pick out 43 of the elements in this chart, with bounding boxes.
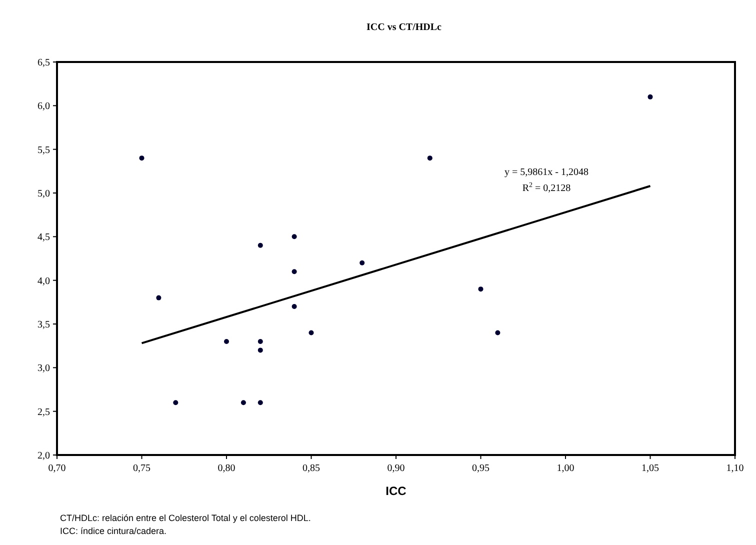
point	[292, 269, 297, 274]
text: CT/HDLc: relación entre el Colesterol Total y el colesterol HDL.	[60, 513, 311, 523]
point	[173, 400, 178, 406]
annotation: R$^{2}$ = 0,2128	[522, 181, 571, 194]
point	[308, 330, 314, 336]
chart-title: ICC vs CT/HDLc	[366, 22, 442, 33]
point	[224, 338, 229, 344]
point	[156, 295, 162, 300]
point	[258, 242, 263, 248]
point	[258, 348, 263, 353]
x-tick-label: 0,80	[218, 463, 236, 474]
x-tick-label: 0,95	[472, 463, 490, 474]
point	[427, 156, 432, 161]
point	[648, 94, 653, 100]
x-tick-label: 1,05	[642, 463, 659, 474]
y-tick-label: 4,0	[38, 276, 50, 287]
y-tick-label: 3,0	[38, 363, 50, 374]
x-tick-label: 1,00	[556, 463, 574, 474]
y-tick-label: 5,0	[38, 188, 50, 200]
point	[240, 400, 246, 406]
y-tick-label: 5,5	[38, 144, 50, 156]
x-tick-label: 1,10	[726, 463, 744, 474]
y-tick-label: 4,5	[38, 232, 50, 244]
x-tick-label: 0,90	[387, 463, 405, 474]
y-tick-label: 2,0	[38, 450, 50, 462]
y-tick-label: 3,5	[38, 320, 50, 330]
y-tick-label: 6,0	[38, 101, 50, 112]
point	[139, 156, 144, 161]
point	[292, 234, 297, 240]
x-tick-label: 0,75	[133, 463, 150, 474]
point	[292, 304, 297, 310]
x-axis-title: ICC	[386, 484, 407, 498]
point	[478, 286, 484, 292]
y-tick-label: 6,5	[38, 58, 50, 68]
point	[360, 260, 365, 266]
annotation: y = 5,9861x - 1,2048	[504, 167, 588, 178]
point	[258, 338, 263, 344]
x-tick-label: 0,85	[302, 463, 320, 474]
point	[495, 330, 500, 336]
y-tick-label: 2,5	[38, 406, 50, 418]
x-tick-label: 0,70	[48, 463, 66, 474]
text: ICC: índice cintura/cadera.	[60, 526, 167, 536]
point	[258, 400, 263, 406]
